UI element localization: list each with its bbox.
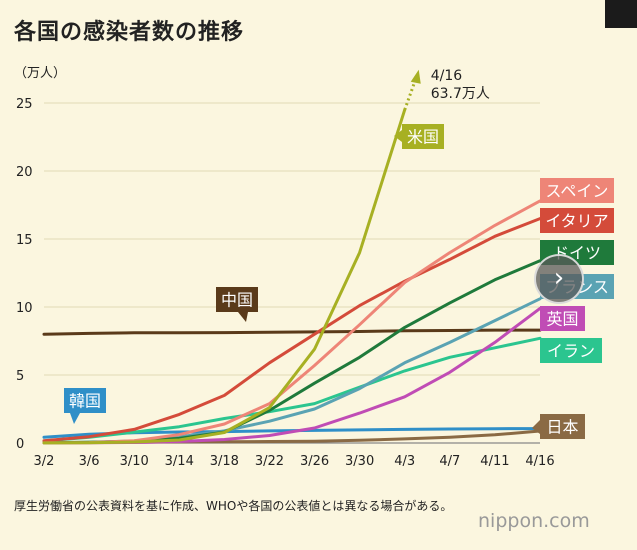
series-label-イタリア: イタリア [545,212,608,231]
series-label-pointer-米国 [394,130,402,142]
series-line-中国 [42,328,542,336]
series-line-フランス [42,297,542,445]
source-footnote: 厚生労働省の公表資料を基に作成、WHOや各国の公表値とは異なる場合がある。 [14,499,453,513]
us-arrowhead [410,69,421,84]
x-tick-label: 3/6 [79,454,100,469]
series-label-イラン: イラン [547,342,595,361]
x-tick-label: 4/7 [439,454,460,469]
series-label-box-英国 [540,306,585,331]
series-line-イラン [42,336,542,443]
x-tick-label: 3/10 [120,454,149,469]
us-annotation-value: 63.7万人 [431,86,490,102]
series-label-pointer-中国 [238,312,248,322]
series-label-box-イタリア [540,208,614,233]
y-tick-label: 20 [16,165,33,180]
series-line-米国 [42,108,407,445]
y-axis-unit-label: （万人） [14,66,67,81]
next-slide-button[interactable]: › [534,254,584,304]
page-corner-decoration [605,0,637,28]
y-tick-label: 25 [16,97,33,112]
page-title: 各国の感染者数の推移 [14,20,245,45]
us-annotation-date: 4/16 [431,68,463,84]
series-label-日本: 日本 [546,418,578,437]
series-label-box-日本 [540,414,585,439]
series-line-イタリア [42,217,542,443]
y-tick-label: 15 [16,233,33,248]
series-label-box-スペイン [540,178,614,203]
y-tick-label: 0 [16,437,24,452]
series-label-中国: 中国 [221,291,253,310]
series-label-英国: 英国 [546,310,578,329]
x-tick-label: 3/30 [345,454,374,469]
series-label-米国: 米国 [407,128,439,147]
x-tick-label: 3/14 [165,454,194,469]
series-label-pointer-日本 [532,420,540,434]
y-tick-label: 10 [16,301,33,316]
x-tick-label: 3/18 [210,454,239,469]
x-tick-label: 3/22 [255,454,284,469]
series-label-韓国: 韓国 [69,392,101,411]
y-tick-label: 5 [16,369,24,384]
series-label-スペイン: スペイン [546,182,609,201]
x-tick-label: 3/2 [34,454,55,469]
brand-logo: nippon.com [478,510,590,532]
series-label-box-イラン [540,338,602,363]
x-tick-label: 4/11 [480,454,509,469]
us-dotted-extension [403,81,417,111]
line-chart: 0 5 10 15 20 25 3/2 3/6 3/10 3/14 3/18 3/22 3/26 3/30… [16,68,614,469]
series-line-英国 [42,306,542,445]
series-label-box-中国 [216,287,258,312]
x-tick-label: 4/16 [525,454,554,469]
series-label-box-米国 [402,124,444,149]
x-tick-label: 4/3 [394,454,415,469]
series-label-pointer-韓国 [70,413,80,424]
series-label-box-韓国 [64,388,106,413]
x-tick-label: 3/26 [300,454,329,469]
